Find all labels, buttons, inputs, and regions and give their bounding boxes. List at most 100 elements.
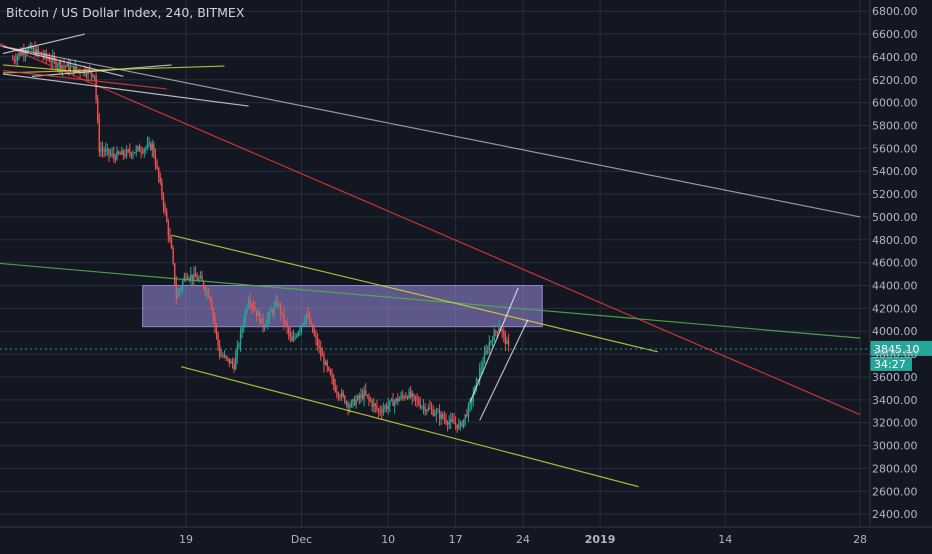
candle: [488, 335, 491, 354]
candle: [207, 288, 210, 299]
candle: [247, 296, 250, 310]
candle: [416, 393, 418, 408]
candle: [459, 420, 462, 431]
candle: [464, 414, 466, 427]
candle-body: [37, 49, 40, 53]
candle-body: [419, 404, 421, 408]
candle-body: [381, 411, 383, 413]
candle: [357, 394, 359, 402]
candle: [344, 394, 346, 405]
candle-body: [19, 52, 22, 55]
candle-body: [114, 156, 117, 160]
candle: [445, 413, 447, 426]
candle-body: [279, 304, 282, 314]
x-tick-label: 19: [179, 533, 193, 546]
trendline: [479, 319, 529, 421]
candle: [138, 143, 141, 152]
candle-body: [196, 277, 198, 281]
candle-body: [247, 300, 250, 308]
candle: [448, 415, 450, 430]
candle-body: [467, 405, 470, 417]
trendline: [31, 64, 172, 77]
candle: [326, 359, 328, 373]
candle: [106, 143, 109, 157]
candle: [50, 55, 52, 69]
candle: [161, 177, 163, 200]
candle-body: [182, 281, 184, 288]
candle: [305, 313, 308, 326]
candle: [23, 43, 25, 62]
candle: [92, 73, 94, 79]
candle-body: [312, 324, 314, 333]
candle: [300, 324, 303, 335]
candle: [121, 146, 123, 155]
candle-body: [169, 235, 171, 240]
candle: [377, 407, 380, 418]
candle: [271, 308, 274, 318]
y-tick-label: 6600.00: [872, 28, 918, 41]
candle-body: [453, 420, 455, 424]
candle-body: [164, 206, 166, 212]
candle: [114, 153, 117, 164]
candle: [145, 145, 147, 155]
candle: [342, 389, 344, 399]
candle-body: [225, 355, 227, 358]
candle-body: [101, 149, 104, 151]
candle: [279, 302, 282, 321]
candle-body: [456, 424, 458, 429]
candle-body: [504, 334, 507, 344]
candle: [95, 72, 97, 104]
candle: [491, 336, 494, 348]
candle-body: [299, 329, 301, 333]
candle-body: [217, 333, 219, 345]
candle: [265, 319, 267, 327]
candle-body: [400, 395, 402, 399]
candle-body: [56, 65, 59, 67]
candle-body: [190, 274, 192, 279]
candle: [438, 404, 441, 426]
candle-body: [125, 150, 128, 156]
candle: [294, 333, 296, 341]
candle-body: [329, 369, 332, 375]
candle-body: [466, 414, 468, 417]
trendline: [2, 46, 124, 77]
y-tick-label: 6800.00: [872, 5, 918, 18]
candle-body: [506, 340, 508, 344]
candle: [262, 313, 264, 333]
candle: [140, 145, 142, 159]
candle: [109, 148, 112, 158]
candle: [336, 385, 338, 399]
candle: [360, 388, 362, 404]
candle: [397, 393, 399, 406]
candle-body: [233, 364, 235, 370]
candle: [395, 397, 397, 404]
candle-body: [135, 148, 137, 153]
candle: [376, 399, 378, 413]
candle: [125, 145, 128, 159]
candle: [141, 147, 144, 155]
candle: [462, 419, 465, 429]
candle-body: [140, 151, 142, 153]
candle-body: [429, 407, 431, 409]
candle-body: [238, 344, 240, 347]
candle-body: [212, 309, 214, 317]
candle: [157, 166, 160, 184]
countdown-tag: [870, 356, 912, 371]
candle: [347, 400, 349, 416]
candle-body: [336, 391, 338, 394]
candle-body: [417, 400, 420, 405]
candle: [236, 340, 239, 364]
candle: [316, 333, 319, 351]
y-tick-label: 5400.00: [872, 165, 918, 178]
candle-body: [32, 48, 35, 50]
trendline: [2, 73, 249, 107]
candle: [53, 51, 56, 65]
candle-body: [443, 417, 446, 420]
candle-body: [480, 367, 482, 370]
candle-body: [262, 318, 264, 328]
candle-body: [236, 346, 239, 357]
candle-body: [227, 357, 229, 359]
candle-body: [257, 313, 259, 316]
